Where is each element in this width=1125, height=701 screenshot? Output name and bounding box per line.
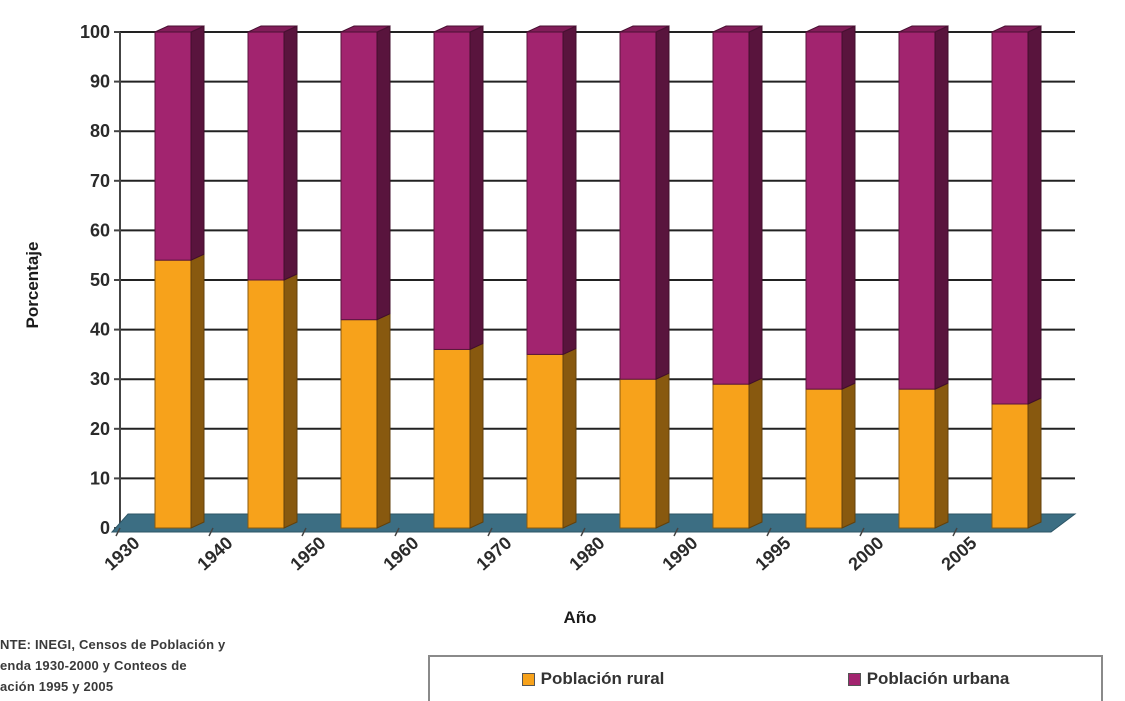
y-tick-label: 40 (90, 320, 110, 340)
x-tick-label: 1990 (658, 533, 701, 575)
y-tick-label: 20 (90, 419, 110, 439)
bar-rural-1940-front (247, 279, 285, 529)
source-note: NTE: INEGI, Censos de Población y enda 1… (0, 637, 226, 694)
bar-rural-1980-front (619, 378, 657, 529)
legend-swatch-rural (521, 672, 535, 686)
bar-urban-2005-top (991, 25, 1042, 33)
bar-rural-1960-side (469, 342, 484, 529)
x-tick-label: 1980 (565, 533, 608, 575)
bar-rural-1930-front (154, 259, 192, 529)
y-tick-label: 60 (90, 220, 110, 240)
bar-urban-1995-top (805, 25, 856, 33)
bar-urban-1995-front (805, 31, 843, 390)
bar-urban-1990-side (748, 25, 763, 385)
x-tick-label: 1950 (286, 533, 329, 575)
bar-urban-1930-front (154, 31, 192, 261)
x-tick-label: 1940 (193, 533, 236, 575)
bar-urban-1990-top (712, 25, 763, 33)
y-tick-label: 70 (90, 171, 110, 191)
y-axis-ticks: 0 10 20 30 40 50 60 70 80 90 100 (80, 22, 110, 538)
x-tick-mark (859, 527, 865, 537)
y-tick-label: 0 (100, 518, 110, 538)
legend-label-urban: Población urbana (866, 669, 1010, 688)
bar-rural-1995-front (805, 388, 843, 529)
x-tick-mark (673, 527, 679, 537)
x-tick-mark (487, 527, 493, 537)
bar-rural-1970-front (526, 353, 564, 529)
x-tick-label: 2005 (937, 533, 980, 575)
bar-rural-1950-front (340, 319, 378, 529)
x-tick-mark (394, 527, 400, 537)
bar-urban-1980-front (619, 31, 657, 380)
bar-urban-1970-front (526, 31, 564, 355)
x-tick-label: 2000 (844, 533, 887, 575)
bar-rural-2005-front (991, 403, 1029, 529)
bar-urban-1960-front (433, 31, 471, 350)
bar-rural-1960-front (433, 348, 471, 529)
bar-rural-1940-side (283, 273, 298, 529)
bar-urban-1950-side (376, 25, 391, 321)
bar-urban-1970-top (526, 25, 577, 33)
x-tick-mark (208, 527, 214, 537)
bar-urban-1940-front (247, 31, 285, 281)
legend-label-rural: Población rural (540, 669, 665, 688)
y-tick-label: 100 (80, 22, 110, 42)
bar-rural-1990-side (748, 377, 763, 529)
x-tick-mark (115, 527, 121, 537)
bar-rural-1950-side (376, 312, 391, 529)
bar-urban-1980-side (655, 25, 670, 380)
legend: Población rural Población urbana (428, 655, 1103, 701)
bar-urban-2005-front (991, 31, 1029, 405)
x-tick-mark (580, 527, 586, 537)
legend-swatch-urban (847, 672, 861, 686)
x-axis-title: Año (563, 608, 596, 627)
bar-urban-1930-side (190, 25, 205, 261)
bar-urban-1930-top (154, 25, 205, 33)
bar-urban-1995-side (841, 25, 856, 390)
x-tick-label: 1930 (100, 533, 143, 575)
bar-rural-1970-side (562, 347, 577, 529)
bar-urban-1950-top (340, 25, 391, 33)
bar-urban-2000-front (898, 31, 936, 390)
x-tick-mark (301, 527, 307, 537)
bar-urban-2000-side (934, 25, 949, 390)
bar-rural-1930-side (190, 253, 205, 529)
x-tick-mark (766, 527, 772, 537)
bar-rural-1990-front (712, 383, 750, 529)
bar-urban-1960-side (469, 25, 484, 351)
bars (154, 25, 1042, 529)
bar-urban-2000-top (898, 25, 949, 33)
legend-entry-urban: Población urbana (847, 669, 1010, 689)
y-tick-label: 30 (90, 369, 110, 389)
y-tick-label: 50 (90, 270, 110, 290)
bar-rural-1980-side (655, 372, 670, 529)
bar-urban-1970-side (562, 25, 577, 356)
bar-urban-1940-side (283, 25, 298, 281)
bar-rural-1995-side (841, 382, 856, 529)
x-tick-mark (952, 527, 958, 537)
x-tick-label: 1970 (472, 533, 515, 575)
bar-rural-2000-front (898, 388, 936, 529)
y-tick-label: 10 (90, 468, 110, 488)
bar-urban-1980-top (619, 25, 670, 33)
bar-urban-1960-top (433, 25, 484, 33)
y-tick-label: 80 (90, 121, 110, 141)
bar-rural-2000-side (934, 382, 949, 529)
y-tick-label: 90 (90, 72, 110, 92)
x-tick-label: 1960 (379, 533, 422, 575)
bar-rural-2005-side (1027, 397, 1042, 529)
x-tick-label: 1995 (751, 533, 794, 575)
bar-urban-1950-front (340, 31, 378, 321)
y-axis-title: Porcentaje (23, 242, 42, 329)
bar-urban-1990-front (712, 31, 750, 385)
bar-urban-2005-side (1027, 25, 1042, 405)
bar-urban-1940-top (247, 25, 298, 33)
x-axis-ticks: 1930 1940 1950 1960 1970 1980 1990 1995 2000 2005 (100, 527, 981, 575)
legend-entry-rural: Población rural (521, 669, 665, 689)
